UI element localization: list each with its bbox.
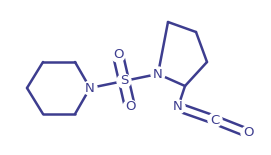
Circle shape [117, 74, 131, 88]
Text: N: N [153, 67, 163, 80]
Circle shape [111, 48, 125, 62]
Circle shape [241, 126, 255, 140]
Text: O: O [243, 126, 253, 140]
Text: S: S [120, 75, 128, 88]
Circle shape [208, 113, 222, 127]
Circle shape [123, 100, 137, 114]
Text: O: O [113, 49, 123, 62]
Circle shape [83, 81, 97, 95]
Text: N: N [173, 100, 183, 113]
Text: C: C [210, 113, 220, 126]
Circle shape [151, 67, 165, 81]
Text: O: O [125, 100, 135, 113]
Circle shape [171, 100, 185, 114]
Text: N: N [85, 82, 95, 95]
